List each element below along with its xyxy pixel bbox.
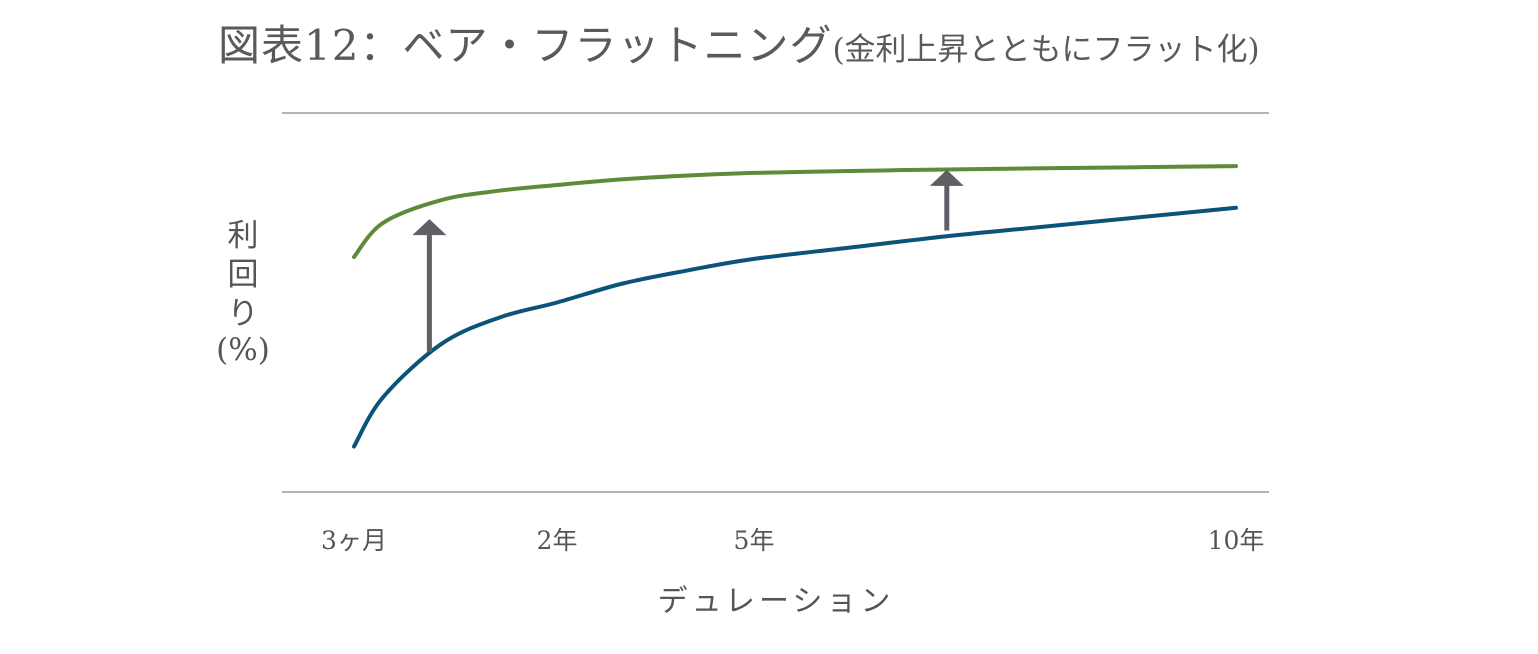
chart-title-sub: (金利上昇とともにフラット化) bbox=[832, 32, 1260, 68]
x-axis-label: デュレーション bbox=[658, 584, 895, 619]
x-tick-label: 2年 bbox=[537, 526, 578, 555]
series-layer bbox=[352, 164, 1238, 449]
arrow-head bbox=[929, 169, 964, 186]
arrow-head bbox=[412, 219, 447, 236]
arrow-layer bbox=[412, 169, 964, 352]
yield-curve-before-line bbox=[352, 205, 1238, 449]
y-axis-label-line: 利 bbox=[228, 218, 259, 254]
x-axis-ticks: 3ヶ月 2年 5年 10年 bbox=[321, 526, 1264, 555]
rise-arrow-1 bbox=[412, 219, 447, 352]
x-tick-label: 5年 bbox=[734, 526, 775, 555]
yield-curve-after-line bbox=[352, 164, 1238, 259]
x-tick-label: 10年 bbox=[1208, 526, 1265, 555]
y-axis-label-line: (%) bbox=[216, 332, 270, 368]
y-axis-label-line: 回 bbox=[228, 257, 259, 293]
chart-title: 図表12：ベア・フラットニング(金利上昇とともにフラット化) bbox=[218, 12, 1260, 73]
y-axis-label: 利 回 り (%) bbox=[216, 218, 270, 368]
x-tick-label: 3ヶ月 bbox=[321, 526, 387, 555]
chart-title-main: 図表12：ベア・フラットニング bbox=[218, 21, 833, 70]
y-axis-label-line: り bbox=[228, 296, 259, 332]
rise-arrow-2 bbox=[929, 169, 964, 231]
